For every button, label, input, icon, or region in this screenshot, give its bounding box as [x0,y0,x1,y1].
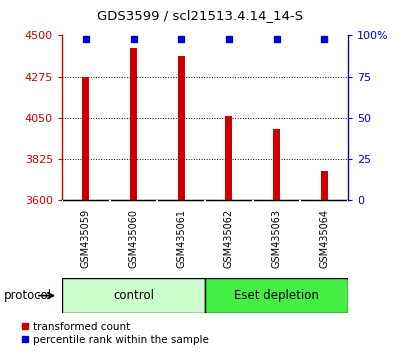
Text: GSM435064: GSM435064 [319,209,329,268]
Text: GSM435063: GSM435063 [272,209,282,268]
Bar [82,76,90,200]
Bar [225,116,232,200]
Text: GSM435059: GSM435059 [81,209,91,268]
Bar [205,278,348,313]
Text: protocol: protocol [4,289,52,302]
Bar [273,129,280,200]
Text: Eset depletion: Eset depletion [234,289,319,302]
Text: GSM435060: GSM435060 [128,209,138,268]
Text: control: control [113,289,154,302]
Text: GSM435061: GSM435061 [176,209,186,268]
Bar [320,171,328,200]
Bar [178,56,185,200]
Text: GSM435062: GSM435062 [224,209,234,268]
Bar [130,48,137,200]
Legend: transformed count, percentile rank within the sample: transformed count, percentile rank withi… [17,317,213,349]
Text: GDS3599 / scl21513.4.14_14-S: GDS3599 / scl21513.4.14_14-S [97,10,303,22]
Bar [62,278,205,313]
